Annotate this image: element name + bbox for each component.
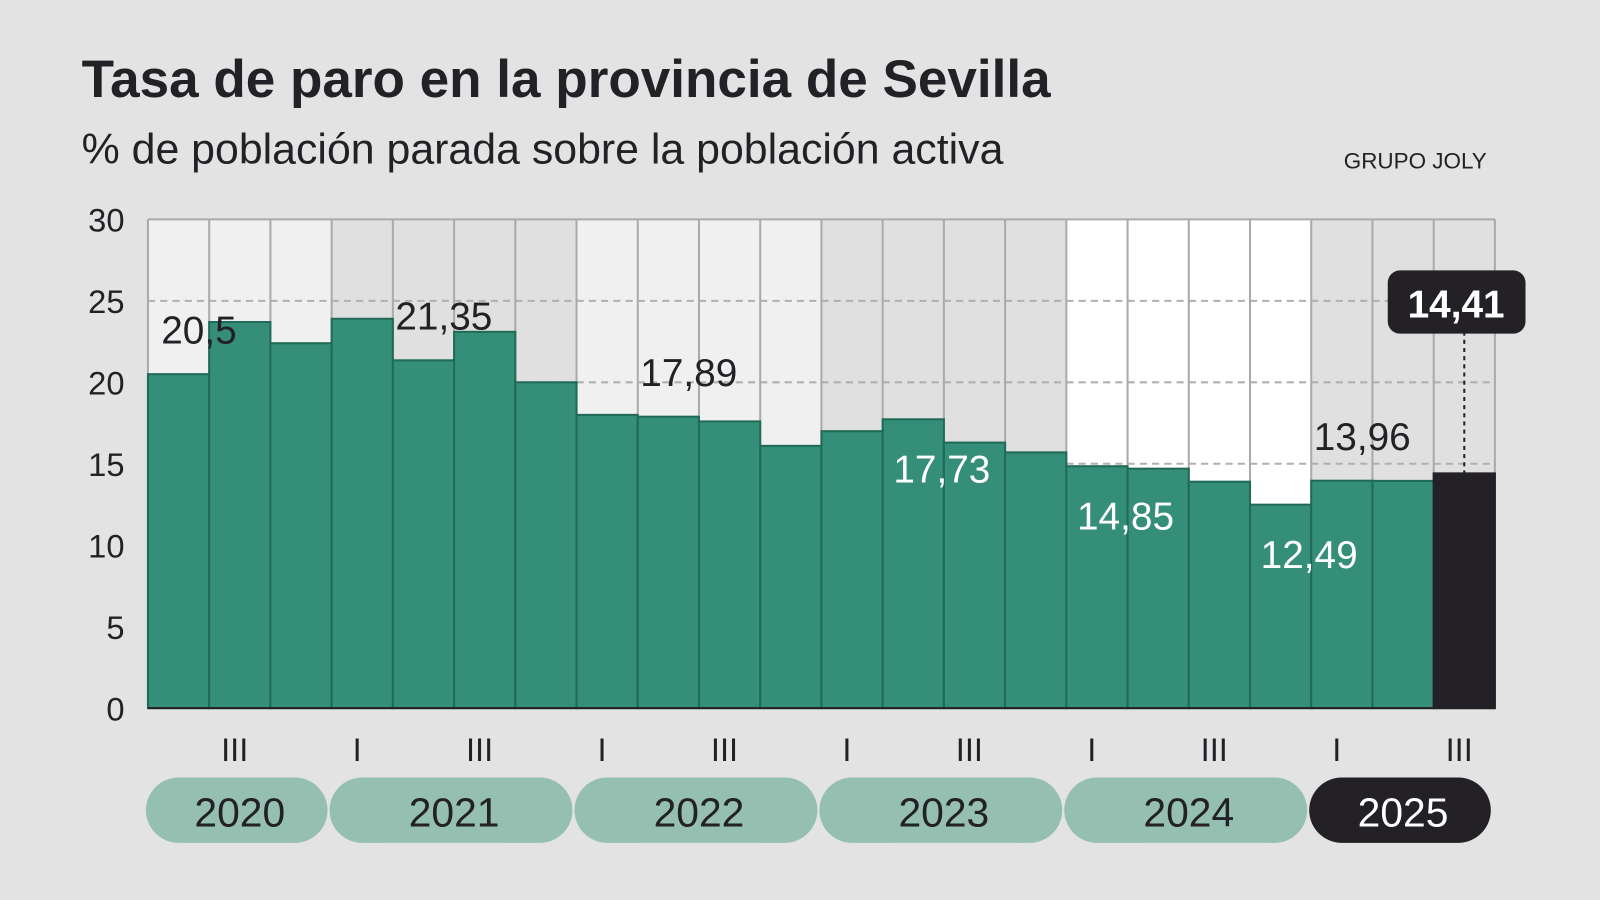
year-pill (329, 777, 573, 843)
quarter-tick-label: III (221, 731, 248, 768)
data-label: 14,85 (1077, 495, 1174, 538)
bar-2024-II (1126, 467, 1190, 710)
year-label: 2022 (654, 790, 745, 836)
bar-2020-IV (269, 342, 333, 710)
bar-2023-III (942, 441, 1007, 710)
bar-2022-IV (759, 444, 823, 710)
year-label: 2020 (194, 790, 285, 836)
y-tick-label: 0 (106, 690, 124, 727)
data-label: 20,5 (161, 310, 236, 353)
bar-2023-IV (1004, 451, 1068, 710)
bar-2022-I (575, 413, 639, 710)
quarter-tick-label: III (1201, 731, 1228, 768)
data-label: 17,73 (893, 449, 990, 492)
bar-2021-IV (514, 381, 578, 710)
bar-2021-I (330, 317, 394, 710)
bar-2025-I (1310, 479, 1374, 710)
y-tick-label: 30 (88, 202, 124, 239)
y-tick-label: 25 (88, 283, 124, 320)
callout-box (1387, 270, 1526, 334)
quarter-tick-label: I (1087, 731, 1096, 768)
bar-2021-III (453, 330, 517, 710)
year-label: 2021 (409, 790, 500, 836)
bar-2025-II (1371, 479, 1435, 710)
data-label: 12,49 (1261, 534, 1358, 577)
y-tick-label: 10 (88, 527, 124, 564)
year-pill (1309, 777, 1491, 843)
bar-2023-I (820, 430, 884, 710)
bar-2020-II (146, 373, 211, 710)
quarter-tick-label: I (842, 731, 851, 768)
data-label: 17,89 (640, 352, 737, 395)
data-label: 14,41 (1408, 283, 1505, 326)
bar-2023-II (881, 418, 945, 710)
y-tick-label: 20 (88, 365, 124, 402)
quarter-tick-label: I (1332, 731, 1341, 768)
y-tick-label: 15 (88, 446, 124, 483)
data-label: 21,35 (395, 296, 492, 339)
bar-2025-III (1432, 472, 1496, 710)
quarter-tick-label: III (711, 731, 738, 768)
year-pill (819, 777, 1063, 843)
y-tick-label: 5 (106, 609, 124, 646)
year-label: 2023 (898, 790, 989, 836)
quarter-tick-label: I (598, 731, 607, 768)
source-label: GRUPO JOLY (1344, 148, 1487, 173)
quarter-tick-label: I (353, 731, 362, 768)
year-pill (574, 777, 818, 843)
bar-2022-II (636, 415, 700, 710)
year-pill (1064, 777, 1308, 843)
year-label: 2025 (1358, 790, 1449, 836)
quarter-tick-label: III (466, 731, 493, 768)
bar-2021-II (391, 359, 456, 710)
year-label: 2024 (1143, 790, 1234, 836)
quarter-tick-label: III (956, 731, 983, 768)
bar-2022-III (697, 420, 762, 710)
bar-2020-III (208, 321, 272, 710)
chart-title: Tasa de paro en la provincia de Sevilla (82, 50, 1051, 109)
quarter-tick-label: III (1446, 731, 1473, 768)
data-label: 13,96 (1314, 416, 1411, 459)
bar-2024-III (1187, 480, 1252, 710)
bar-2024-IV (1248, 503, 1313, 710)
year-pill (145, 777, 328, 843)
chart-subtitle: % de población parada sobre la población… (82, 125, 1004, 173)
